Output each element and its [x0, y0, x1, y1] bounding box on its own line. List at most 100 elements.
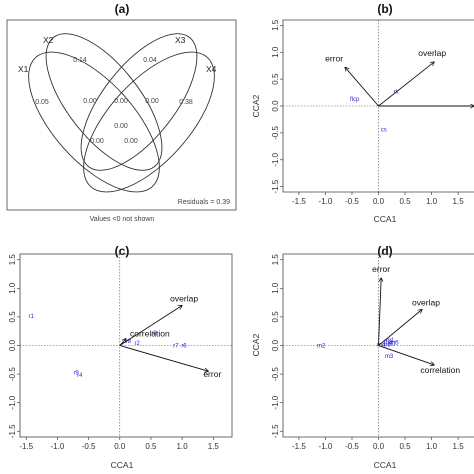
panel-a: (a) X1 X2 X3 X4 0.14 0.04 0.05 0.00 0.00… — [6, 2, 237, 223]
panel-label: (d) — [377, 244, 392, 258]
venn-set-x4: X4 — [206, 64, 217, 74]
y-tick-label: 1.5 — [271, 254, 280, 266]
x-tick-label: -1.5 — [292, 442, 306, 451]
venn-value: 0.00 — [83, 98, 97, 105]
venn-residuals: Residuals = 0.39 — [178, 199, 230, 206]
point-label: m4 — [377, 342, 386, 348]
venn-set-x1: X1 — [18, 64, 29, 74]
panel-label: (b) — [377, 2, 392, 16]
vector-label: overlap — [412, 297, 440, 307]
vector-arrow — [378, 309, 423, 346]
point-label: m8 — [384, 340, 393, 346]
y-tick-label: 1.0 — [271, 46, 280, 58]
x-tick-label: 1.0 — [426, 442, 438, 451]
x-tick-label: 0.0 — [373, 442, 385, 451]
y-tick-label: -1.5 — [8, 424, 17, 438]
venn-value: 0.00 — [90, 138, 104, 145]
y-tick-label: 0.0 — [8, 339, 17, 351]
x-tick-label: -1.5 — [19, 442, 33, 451]
venn-value: 0.38 — [179, 99, 193, 106]
panel-d: (d) -1.5 -1.0 -0.5 0.0 0.5 1.0 1.5 -1.5 -1.0 -0.5 0… — [251, 244, 474, 470]
venn-ellipse-x1 — [28, 51, 160, 193]
x-tick-label: 0.5 — [399, 197, 411, 206]
venn-set-x2: X2 — [43, 35, 54, 45]
venn-frame — [6, 19, 237, 211]
y-tick-label: 1.0 — [8, 282, 17, 294]
venn-caption: Values <0 not shown — [90, 216, 155, 223]
x-tick-label: 0.0 — [373, 197, 385, 206]
y-tick-label: 0.0 — [271, 100, 280, 112]
point-label: r7 — [173, 344, 179, 350]
x-tick-label: 0.0 — [114, 442, 126, 451]
point-label: r1 — [29, 314, 35, 320]
point-label: flcp — [350, 97, 360, 103]
venn-value: 0.00 — [145, 98, 159, 105]
point-label: r6 — [181, 344, 187, 350]
panel-a-label: (a) — [115, 2, 130, 16]
y-axis-title: CCA2 — [251, 94, 261, 117]
y-tick-label: -0.5 — [271, 367, 280, 381]
point-label: m7 — [388, 342, 397, 348]
point-label: m3 — [385, 354, 394, 360]
x-tick-label: -1.5 — [292, 197, 306, 206]
x-tick-label: 1.5 — [453, 197, 465, 206]
point-label: m2 — [317, 344, 326, 350]
y-tick-label: 1.5 — [8, 254, 17, 266]
y-tick-label: 0.5 — [271, 311, 280, 323]
venn-value: 0.04 — [143, 57, 157, 64]
point-label: r8 — [126, 339, 132, 345]
vector-label: error — [203, 369, 221, 379]
x-tick-label: -1.0 — [319, 442, 333, 451]
x-tick-label: -1.0 — [319, 197, 333, 206]
venn-value: 0.00 — [114, 98, 128, 105]
vector-arrow — [119, 305, 182, 346]
point-label: r4 — [77, 373, 83, 379]
vector-label: overlap — [170, 293, 198, 303]
point-label: cs — [381, 128, 387, 134]
venn-value: 0.00 — [124, 138, 138, 145]
x-tick-label: 1.0 — [177, 442, 189, 451]
x-axis-title: CCA1 — [374, 460, 397, 470]
venn-ellipse-x4 — [83, 51, 215, 193]
x-tick-label: 1.5 — [453, 442, 465, 451]
x-tick-label: 0.5 — [145, 442, 157, 451]
x-axis-title: CCA1 — [374, 214, 397, 224]
point-label: rk — [394, 89, 400, 95]
y-tick-label: 0.5 — [271, 73, 280, 85]
x-axis-title: CCA1 — [111, 460, 134, 470]
vector-label: correlation — [130, 329, 170, 339]
y-tick-label: 1.0 — [271, 282, 280, 294]
y-tick-label: -1.0 — [271, 395, 280, 409]
y-tick-label: -1.0 — [271, 152, 280, 166]
y-tick-label: -1.5 — [271, 424, 280, 438]
venn-value: 0.00 — [114, 123, 128, 130]
x-tick-label: -0.5 — [82, 442, 96, 451]
panel-c: (c) -1.5 -1.0 -0.5 0.0 0.5 1.0 1.5 -1.5 -1.0 -0.5 0… — [8, 244, 233, 470]
x-tick-label: -1.0 — [51, 442, 65, 451]
y-tick-label: 1.5 — [271, 19, 280, 31]
y-tick-label: 0.0 — [271, 339, 280, 351]
point-label: r3 — [151, 331, 157, 337]
venn-ellipse-x2 — [45, 33, 163, 171]
y-tick-label: -1.0 — [8, 395, 17, 409]
vector-label: error — [372, 264, 390, 274]
x-tick-label: 1.5 — [208, 442, 220, 451]
x-tick-label: 0.5 — [399, 442, 411, 451]
point-label: r2 — [135, 341, 141, 347]
panel-b: (b) -1.5 -1.0 -0.5 0.0 0.5 1.0 1.5 -1.5 -1.0 -0.5 0… — [251, 2, 474, 224]
x-tick-label: -0.5 — [345, 197, 359, 206]
venn-value: 0.14 — [73, 57, 87, 64]
vector-arrow — [378, 62, 435, 107]
point-label: r9 — [73, 370, 79, 376]
vector-label: correlation — [420, 365, 460, 375]
panel-label: (c) — [115, 244, 130, 258]
vector-arrow — [119, 339, 126, 346]
vector-arrow — [378, 345, 435, 365]
vector-label: error — [325, 53, 343, 63]
y-axis-title: CCA2 — [251, 333, 261, 356]
vector-label: overlap — [418, 48, 446, 58]
vector-arrow — [119, 345, 209, 372]
vector-arrow — [378, 278, 382, 346]
venn-ellipse-x3 — [80, 33, 198, 171]
